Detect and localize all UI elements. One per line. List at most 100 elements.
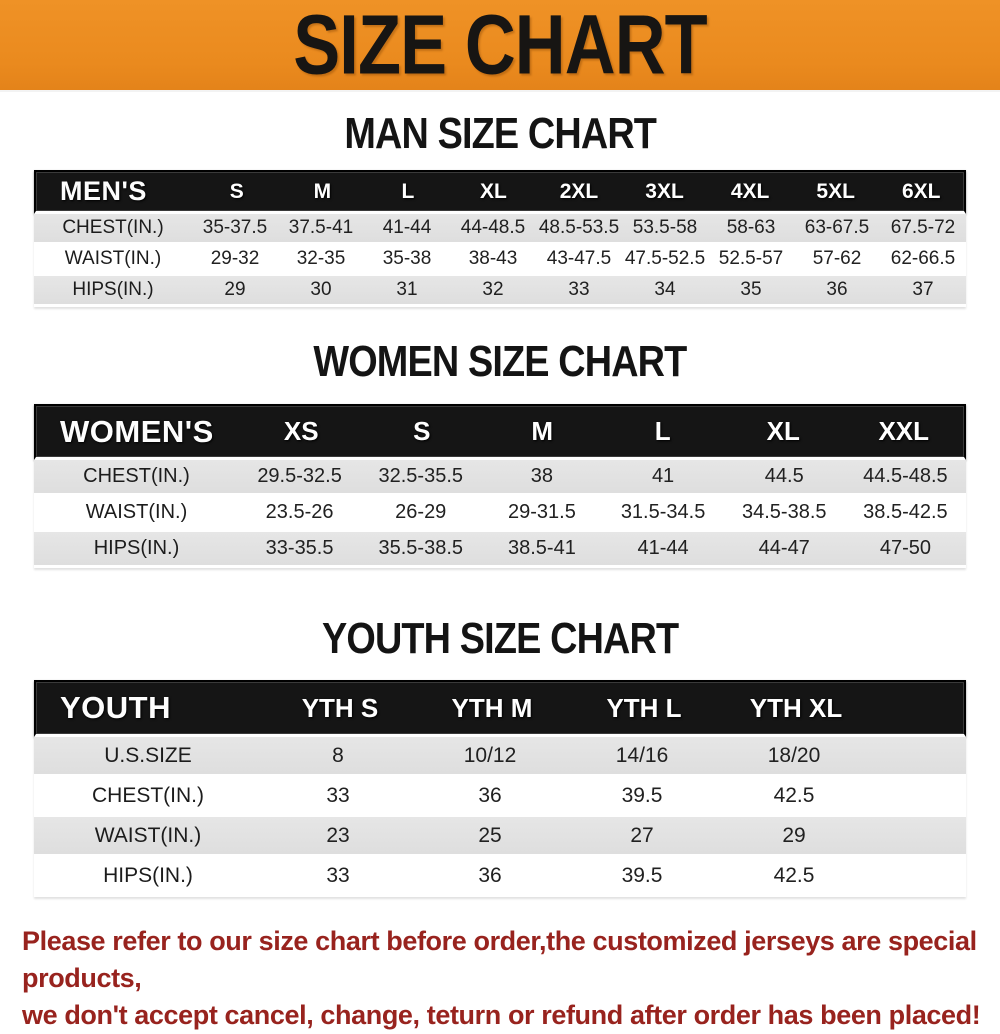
table-row-u-s-size: U.S.SIZE 8 10/12 14/16 18/20 xyxy=(34,737,966,777)
size-column-header: YTH M xyxy=(451,692,533,723)
cell-value: 52.5-57 xyxy=(718,248,784,269)
cell-value: 33 xyxy=(326,863,350,887)
table-row-waist-in: WAIST(IN.) 23.5-26 26-29 29-31.5 31.5-34.5 34… xyxy=(34,496,966,532)
section-title: YOUTH SIZE CHART xyxy=(0,616,1000,662)
size-column-header: YTH XL xyxy=(749,692,843,723)
table-row-waist-in: WAIST(IN.) 29-32 32-35 35-38 38-43 43-47.5 47.… xyxy=(34,245,966,276)
banner: SIZE CHART xyxy=(0,0,1000,92)
cell-value: 63-67.5 xyxy=(804,217,870,238)
cell-value: 38.5-42.5 xyxy=(863,501,948,523)
table-header-label: YOUTH xyxy=(60,690,171,725)
table-header-label: WOMEN'S xyxy=(60,413,214,449)
table-row-hips-in: HIPS(IN.) 33 36 39.5 42.5 xyxy=(34,857,966,897)
size-column-header: XL xyxy=(766,416,800,446)
table-header-row: WOMEN'S XS S M L XL XXL xyxy=(34,404,966,460)
cell-value: 47.5-52.5 xyxy=(624,248,706,269)
row-label: CHEST(IN.) xyxy=(92,783,204,807)
cell-value: 23 xyxy=(326,823,350,847)
cell-value: 29-32 xyxy=(210,248,260,269)
cell-value: 38.5-41 xyxy=(507,537,576,559)
cell-value: 18/20 xyxy=(767,743,821,767)
cell-value: 48.5-53.5 xyxy=(538,217,620,238)
cell-value: 8 xyxy=(332,743,344,767)
cell-value: 35-37.5 xyxy=(202,217,268,238)
section-title: WOMEN SIZE CHART xyxy=(0,339,1000,385)
table-header-label: MEN'S xyxy=(60,176,147,206)
size-column-header: S xyxy=(229,179,244,203)
section-title: MAN SIZE CHART xyxy=(0,111,1000,157)
cell-value: 37.5-41 xyxy=(288,217,354,238)
disclaimer-line-2: we don't accept cancel, change, teturn o… xyxy=(22,1000,981,1030)
cell-value: 67.5-72 xyxy=(890,217,956,238)
cell-value: 27 xyxy=(630,823,654,847)
cell-value: 42.5 xyxy=(773,783,815,807)
cell-value: 39.5 xyxy=(621,783,663,807)
table-row-chest-in: CHEST(IN.) 35-37.5 37.5-41 41-44 44-48.5 48.5… xyxy=(34,214,966,245)
cell-value: 41-44 xyxy=(382,217,432,238)
banner-title: SIZE CHART xyxy=(293,0,707,92)
cell-value: 33 xyxy=(326,783,350,807)
size-column-header: XL xyxy=(480,179,507,203)
size-column-header: L xyxy=(654,416,671,446)
cell-value: 36 xyxy=(478,863,502,887)
cell-value: 25 xyxy=(478,823,502,847)
cell-value: 38-43 xyxy=(468,248,518,269)
cell-value: 39.5 xyxy=(621,863,663,887)
cell-value: 41 xyxy=(651,465,675,487)
cell-value: 23.5-26 xyxy=(265,501,334,523)
row-label: CHEST(IN.) xyxy=(83,465,190,487)
cell-value: 32 xyxy=(482,279,504,300)
size-column-header: L xyxy=(401,179,415,203)
cell-value: 47-50 xyxy=(879,537,931,559)
row-label: HIPS(IN.) xyxy=(72,279,154,300)
size-table: MEN'S S M L XL 2XL 3XL 4XL 5XL 6XL CHEST(IN.) 35-37… xyxy=(34,170,966,307)
size-chart-section-men-s: MAN SIZE CHART MEN'S S M L XL 2XL 3XL 4XL 5XL 6XL C… xyxy=(0,111,1000,307)
cell-value: 44.5-48.5 xyxy=(863,465,948,487)
cell-value: 29 xyxy=(224,279,246,300)
cell-value: 34 xyxy=(654,279,676,300)
row-label: HIPS(IN.) xyxy=(93,537,180,559)
table-row-waist-in: WAIST(IN.) 23 25 27 29 xyxy=(34,817,966,857)
cell-value: 53.5-58 xyxy=(632,217,698,238)
table-header-row: MEN'S S M L XL 2XL 3XL 4XL 5XL 6XL xyxy=(34,170,966,214)
cell-value: 10/12 xyxy=(463,743,517,767)
cell-value: 29-31.5 xyxy=(507,501,576,523)
cell-value: 36 xyxy=(478,783,502,807)
cell-value: 35 xyxy=(740,279,762,300)
row-label: WAIST(IN.) xyxy=(85,501,188,523)
cell-value: 38 xyxy=(530,465,554,487)
row-label: U.S.SIZE xyxy=(104,743,192,767)
size-column-header: 6XL xyxy=(901,179,941,203)
size-column-header: M xyxy=(313,179,332,203)
size-chart-sections: MAN SIZE CHART MEN'S S M L XL 2XL 3XL 4XL 5XL 6XL C… xyxy=(0,111,1000,897)
disclaimer: Please refer to our size chart before or… xyxy=(0,923,1000,1034)
size-table: WOMEN'S XS S M L XL XXL CHEST(IN.) 29.5-32.5 32.5… xyxy=(34,404,966,568)
size-table: YOUTH YTH S YTH M YTH L YTH XL U.S.SIZE 8 10/12… xyxy=(34,680,966,897)
cell-value: 14/16 xyxy=(615,743,669,767)
cell-value: 62-66.5 xyxy=(890,248,956,269)
cell-value: 29 xyxy=(782,823,806,847)
cell-value: 32-35 xyxy=(296,248,346,269)
size-column-header: 5XL xyxy=(816,179,855,203)
cell-value: 35.5-38.5 xyxy=(378,537,463,559)
cell-value: 37 xyxy=(912,279,934,300)
size-column-header: M xyxy=(531,416,554,446)
cell-value: 44-47 xyxy=(758,537,810,559)
table-row-hips-in: HIPS(IN.) 29 30 31 32 33 34 35 36 37 xyxy=(34,276,966,307)
section-title-text: WOMEN SIZE CHART xyxy=(313,337,687,386)
table-row-chest-in: CHEST(IN.) 33 36 39.5 42.5 xyxy=(34,777,966,817)
cell-value: 34.5-38.5 xyxy=(741,501,827,523)
size-column-header: YTH S xyxy=(301,692,379,723)
cell-value: 31.5-34.5 xyxy=(620,501,706,523)
table-row-chest-in: CHEST(IN.) 29.5-32.5 32.5-35.5 38 41 44.5 44.5… xyxy=(34,460,966,496)
cell-value: 43-47.5 xyxy=(546,248,612,269)
cell-value: 29.5-32.5 xyxy=(257,465,342,487)
cell-value: 32.5-35.5 xyxy=(378,465,463,487)
row-label: WAIST(IN.) xyxy=(64,248,162,269)
row-label: CHEST(IN.) xyxy=(62,217,164,238)
cell-value: 31 xyxy=(396,279,418,300)
cell-value: 26-29 xyxy=(395,501,447,523)
cell-value: 36 xyxy=(826,279,848,300)
size-column-header: S xyxy=(413,416,431,446)
